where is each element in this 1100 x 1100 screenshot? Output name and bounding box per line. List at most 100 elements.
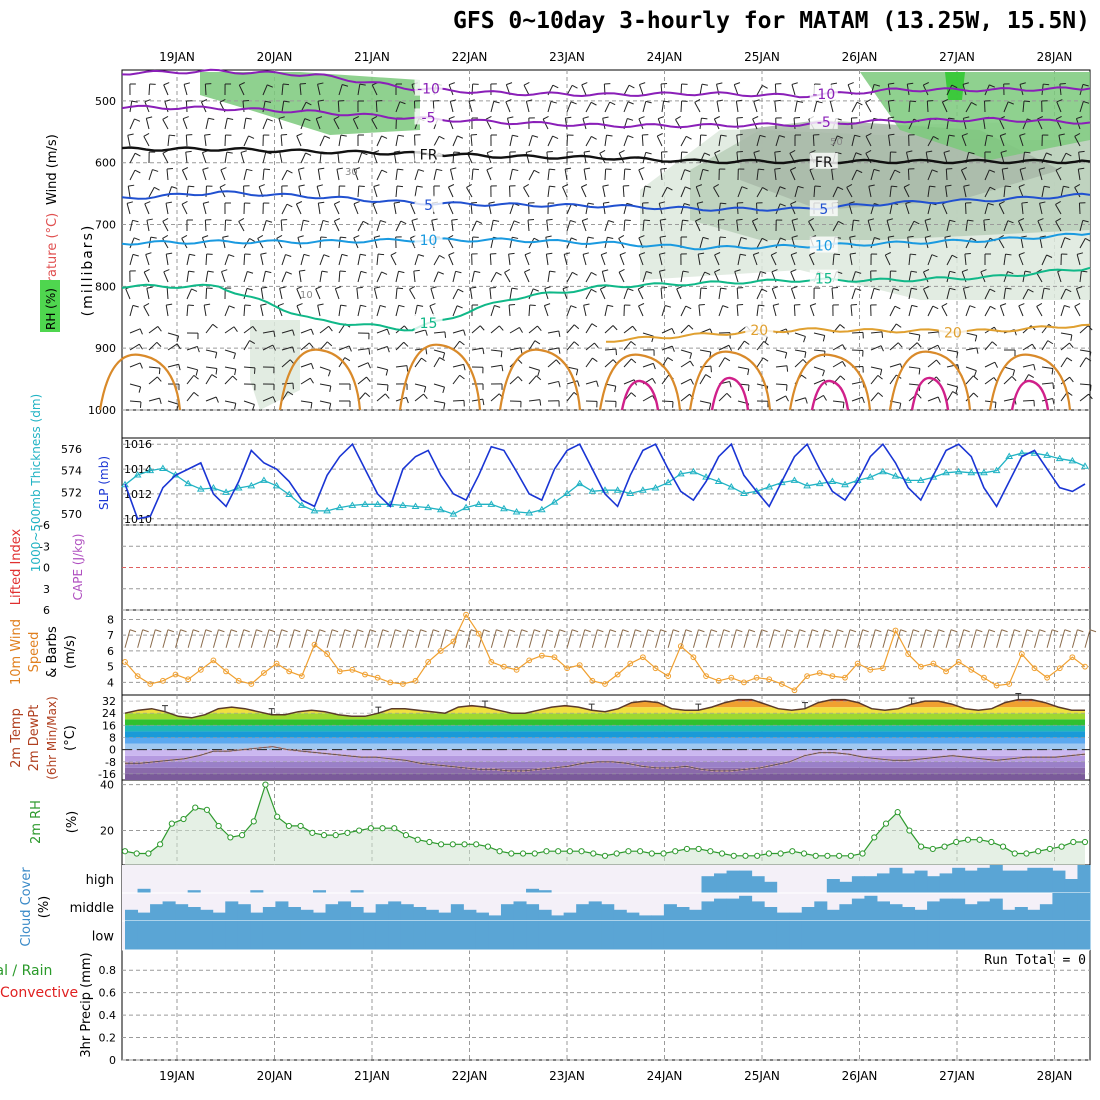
wind-barb [965,237,972,249]
wind-barb [281,346,293,351]
wind-barb-flag [830,82,838,85]
wind10-barb [655,629,662,648]
wind-barb [186,304,189,317]
cloud-cell-middle [1002,909,1016,921]
wind-barb [680,220,683,232]
wind10-barb [958,629,965,648]
wind-barb [791,84,796,96]
wind-barb-flag [627,101,634,105]
wind-barb-flag [886,218,893,221]
date-top-24JAN: 24JAN [647,50,683,64]
wind-barb-flag [822,370,825,377]
wind-barb-flag [439,254,445,259]
wind-barb [542,118,549,130]
ylabel-slp: SLP (mb) [97,456,111,510]
wind-barb-flag [128,184,135,187]
wind-barb-flag [309,342,314,348]
cloud-cell-middle [851,898,865,921]
wind-barb-flag [964,252,971,255]
wind-barb [371,84,378,96]
wind-barb-flag [258,184,265,188]
wind10-point [1018,651,1025,657]
wind-barb-flag [261,286,268,289]
ytick-p-900: 900 [95,342,116,355]
wind-barb [260,288,264,300]
ytick-slp-1014: 1014 [124,463,152,476]
wind-barb [338,357,346,368]
wind-barb-flag [425,348,428,355]
wind-barb [660,169,663,181]
ylabel-millibars: (millibars) [80,224,96,317]
wind-barb-flag [421,357,427,363]
wind-barb [470,134,473,147]
wind-barb-flag [708,403,712,410]
wind-barb [737,366,749,370]
wind-barb-flag [211,374,218,379]
wind-barb [262,118,268,130]
wind-barb [618,271,625,283]
wind-barb [452,151,455,164]
rh-point [906,827,913,834]
wind-barb [984,237,991,249]
wind-barb-flag [292,346,295,353]
wind-barb-flag [899,403,902,410]
wind-barb-flag [583,150,591,153]
wind-barb [1055,169,1062,181]
cloud-cell-middle [212,912,226,921]
cloud-cell-low [1077,921,1091,950]
wind-barb [658,271,663,283]
wind10-barb-flag [698,629,705,633]
wind-barb [146,288,150,300]
wind-barb-flag [897,342,903,348]
wind-barb-flag [929,185,936,188]
wind-barb [794,397,806,402]
wind-barb [224,254,230,266]
wind-barb-flag [587,202,594,205]
temp-band [125,699,1085,702]
wind-barb [333,203,340,215]
rh-point [1011,850,1018,857]
rh-point [1058,843,1065,850]
wind-barb [566,272,573,283]
ytick-wind-6: 6 [107,645,114,658]
wind-barb [337,152,340,164]
wind10-point [488,659,495,665]
wind-barb [851,135,856,147]
wind-barb-flag [533,169,540,174]
wind10-point [917,663,924,670]
wind-barb [205,118,209,130]
cloud-cell-low [989,921,1003,950]
wind-barb-flag [279,286,286,289]
wind-barb [1003,288,1007,300]
isotherm-label--5: -5 [422,110,436,126]
wind-barb-flag [203,201,210,204]
wind-barb [1058,135,1062,147]
wind-barb [775,135,780,147]
wind-barb [433,255,440,266]
cloud-cell-middle [576,904,590,921]
rh-legend-swatch [40,280,60,332]
wind-barb [262,344,274,351]
wind-barb-flag [833,253,841,256]
wind10-barb [819,629,826,648]
wind10-barb-flag [622,629,629,633]
cloud-cell-middle [425,909,439,921]
date-bottom-20JAN: 20JAN [257,1069,293,1083]
slp-line [124,442,1086,520]
wind-barb [946,135,950,147]
wind-barb [393,203,397,215]
wind-barb [1003,376,1013,385]
wind-barb [222,237,226,249]
wind-barb [946,383,958,388]
isotherm-label-bg [414,195,443,212]
wind-barb [205,396,217,402]
cloud-cell-low [801,921,815,950]
wind10-barb-flag [761,629,768,633]
wind10-barb-flag [218,629,225,633]
wind-barb-flag [909,100,917,103]
ylabel-precip-total: tal / Rain [0,963,52,979]
wind-barb [661,374,669,385]
wind-barb-flag [729,381,732,388]
wind-barb-flag [158,368,161,375]
wind-barb [585,102,592,113]
